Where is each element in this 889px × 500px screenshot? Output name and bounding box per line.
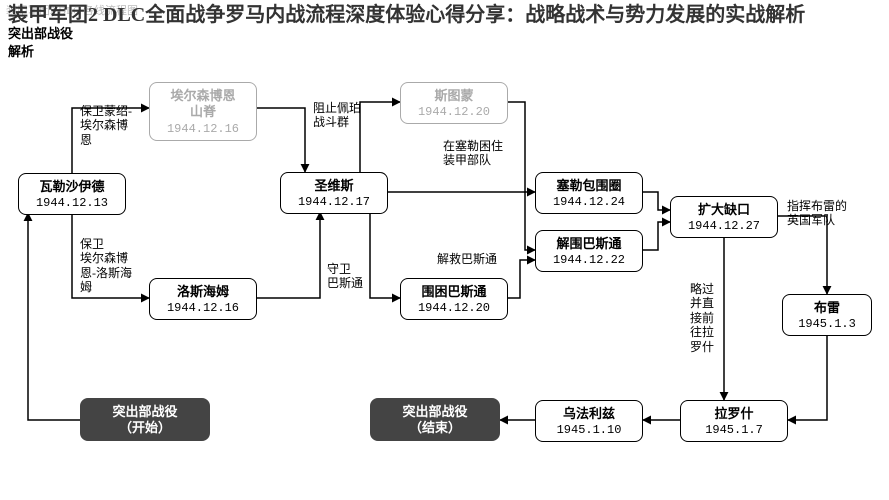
node-date: 1944.12.20 xyxy=(405,105,503,120)
node-label: 解围巴斯通 xyxy=(556,236,621,251)
edge-label-e2: 保卫 埃尔森博 恩-洛斯海 姆 xyxy=(80,237,132,295)
node-expand-gap: 扩大缺口 1944.12.27 xyxy=(670,196,778,238)
node-bulge-start: 突出部战役 （开始） xyxy=(80,398,210,441)
node-label: 拉罗什 xyxy=(714,406,753,421)
node-date: 1945.1.7 xyxy=(685,423,783,438)
node-elsenborn: 埃尔森博恩 山脊 1944.12.16 xyxy=(149,82,257,141)
node-date: 1944.12.22 xyxy=(540,253,638,268)
node-date: 1944.12.24 xyxy=(540,195,638,210)
node-label: 扩大缺口 xyxy=(698,202,750,217)
edge-label-e7: 指挥布雷的 英国军队 xyxy=(787,199,847,228)
node-label: 突出部战役 （开始） xyxy=(112,404,177,435)
edge-label-e8: 略过 并直 接前 往拉 罗什 xyxy=(690,282,714,354)
node-date: 1944.12.16 xyxy=(154,301,252,316)
node-label: 圣维斯 xyxy=(314,178,353,193)
edge-label-e5: 在塞勒困住 装甲部队 xyxy=(443,139,503,168)
node-stvith: 圣维斯 1944.12.17 xyxy=(280,172,388,214)
node-date: 1945.1.3 xyxy=(787,317,867,332)
node-bure: 布雷 1945.1.3 xyxy=(782,294,872,336)
subhead-2: 突出部战役 xyxy=(8,26,73,42)
page-title: 装甲军团2 DLC全面战争罗马内战流程深度体验心得分享：战略战术与势力发展的实战… xyxy=(8,2,878,29)
node-wallersheid: 瓦勒沙伊德 1944.12.13 xyxy=(18,173,126,215)
subhead-3: 解析 xyxy=(8,44,34,60)
node-stoumont: 斯图蒙 1944.12.20 xyxy=(400,82,508,124)
node-label: 埃尔森博恩 山脊 xyxy=(170,88,235,119)
node-date: 1944.12.13 xyxy=(23,196,121,211)
node-date: 1945.1.10 xyxy=(540,423,638,438)
node-date: 1944.12.16 xyxy=(154,122,252,137)
edge-label-e4: 守卫 巴斯通 xyxy=(327,262,363,291)
node-date: 1944.12.17 xyxy=(285,195,383,210)
node-label: 乌法利兹 xyxy=(563,406,615,421)
node-bulge-end: 突出部战役 （结束） xyxy=(370,398,500,441)
node-label: 洛斯海姆 xyxy=(177,284,229,299)
node-label: 突出部战役 （结束） xyxy=(402,404,467,435)
node-celles-pocket: 塞勒包围圈 1944.12.24 xyxy=(535,172,643,214)
node-label: 瓦勒沙伊德 xyxy=(39,179,104,194)
node-laroche: 拉罗什 1945.1.7 xyxy=(680,400,788,442)
node-relief-bastogne: 解围巴斯通 1944.12.22 xyxy=(535,230,643,272)
edge-label-e6: 解救巴斯通 xyxy=(437,252,497,266)
node-siege-bastogne: 围困巴斯通 1944.12.20 xyxy=(400,278,508,320)
node-houffalize: 乌法利兹 1945.1.10 xyxy=(535,400,643,442)
edge-label-e1: 保卫蒙绍- 埃尔森博 恩 xyxy=(80,104,132,147)
node-losheim: 洛斯海姆 1944.12.16 xyxy=(149,278,257,320)
node-date: 1944.12.27 xyxy=(675,219,773,234)
node-label: 塞勒包围圈 xyxy=(556,178,621,193)
node-date: 1944.12.20 xyxy=(405,301,503,316)
node-label: 布雷 xyxy=(814,300,840,315)
edge-label-e3: 阻止佩珀 战斗群 xyxy=(313,101,361,130)
node-label: 斯图蒙 xyxy=(434,88,473,103)
node-label: 围困巴斯通 xyxy=(421,284,486,299)
